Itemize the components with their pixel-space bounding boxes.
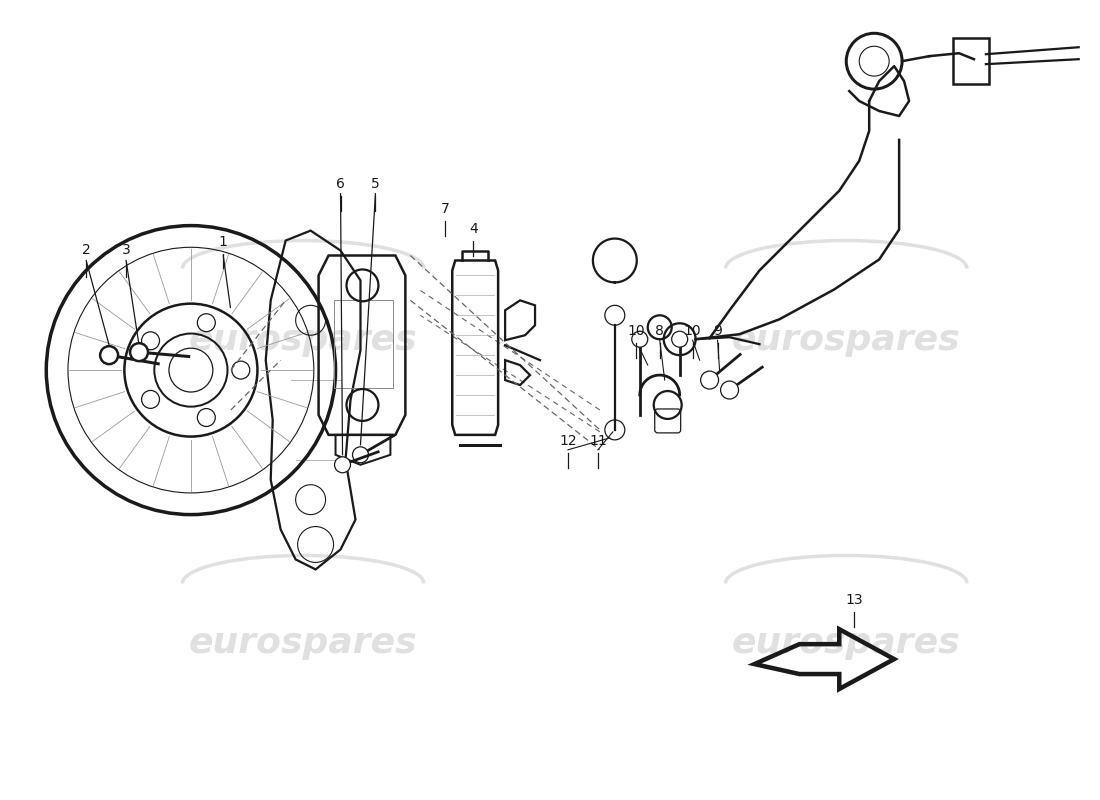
Circle shape xyxy=(100,346,118,364)
Circle shape xyxy=(197,409,216,426)
Circle shape xyxy=(631,331,648,347)
Text: 10: 10 xyxy=(684,324,702,338)
Circle shape xyxy=(130,343,148,361)
Text: 13: 13 xyxy=(846,594,864,607)
Circle shape xyxy=(232,361,250,379)
Text: eurospares: eurospares xyxy=(732,323,960,358)
Circle shape xyxy=(720,381,738,399)
Text: 1: 1 xyxy=(219,234,228,249)
Circle shape xyxy=(701,371,718,389)
Circle shape xyxy=(142,332,160,350)
Text: 9: 9 xyxy=(713,324,722,338)
Circle shape xyxy=(142,390,160,408)
Text: 5: 5 xyxy=(371,177,380,190)
Text: eurospares: eurospares xyxy=(189,626,417,660)
Text: eurospares: eurospares xyxy=(732,626,960,660)
Text: 6: 6 xyxy=(337,177,345,190)
Circle shape xyxy=(672,331,688,347)
Circle shape xyxy=(169,348,213,392)
Text: 8: 8 xyxy=(656,324,664,338)
Text: 12: 12 xyxy=(559,434,576,448)
Text: 11: 11 xyxy=(588,434,607,448)
Text: eurospares: eurospares xyxy=(189,323,417,358)
Circle shape xyxy=(352,447,368,462)
Text: 10: 10 xyxy=(627,324,645,338)
Text: 2: 2 xyxy=(81,243,90,258)
Circle shape xyxy=(197,314,216,332)
Circle shape xyxy=(334,457,351,473)
Text: 4: 4 xyxy=(469,222,477,235)
Text: 3: 3 xyxy=(122,243,131,258)
Text: 7: 7 xyxy=(441,202,450,216)
